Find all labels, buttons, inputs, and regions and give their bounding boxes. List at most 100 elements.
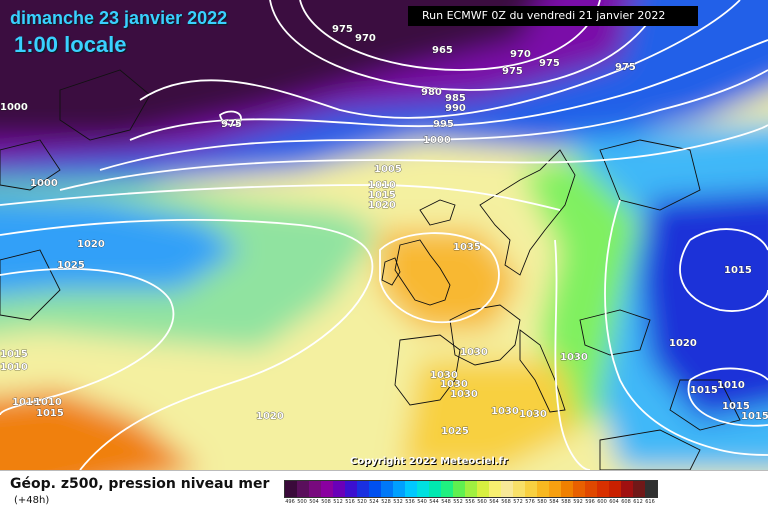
scale-label: 600	[597, 499, 607, 505]
scale-swatch	[297, 481, 309, 497]
scale-label: 500	[297, 499, 307, 505]
scale-label: 540	[417, 499, 427, 505]
color-scale	[284, 480, 658, 498]
isobar-label: 975	[615, 62, 636, 73]
scale-label: 544	[429, 499, 439, 505]
scale-label: 580	[537, 499, 547, 505]
isobar-label: 1030	[519, 409, 547, 420]
copyright: Copyright 2022 Meteociel.fr	[350, 456, 508, 467]
isobar-label: 1020	[256, 411, 284, 422]
scale-swatch	[417, 481, 429, 497]
scale-swatch	[561, 481, 573, 497]
scale-swatch	[549, 481, 561, 497]
scale-label: 532	[393, 499, 403, 505]
scale-label: 564	[489, 499, 499, 505]
isobar-label: 1030	[430, 370, 458, 381]
isobar-label: 995	[433, 119, 454, 130]
isobar-label: 1015	[724, 265, 752, 276]
scale-label: 572	[513, 499, 523, 505]
scale-swatch	[477, 481, 489, 497]
scale-swatch	[285, 481, 297, 497]
scale-swatch	[357, 481, 369, 497]
scale-swatch	[405, 481, 417, 497]
isobar-label: 1020	[669, 338, 697, 349]
isobar-label: 1030	[491, 406, 519, 417]
isobar-label: 1010	[368, 180, 396, 191]
isobar-label: 1030	[440, 379, 468, 390]
isobar-label: 1015	[368, 190, 396, 201]
isobar-label: 970	[510, 49, 531, 60]
isobar-label: 1010	[0, 362, 28, 373]
scale-label: 512	[333, 499, 343, 505]
isobar-label: 980	[421, 87, 442, 98]
legend-footer: Géop. z500, pression niveau mer (+48h) 4…	[0, 470, 768, 513]
scale-label: 516	[345, 499, 355, 505]
forecast-time: 1:00 locale	[14, 32, 127, 57]
scale-label: 592	[573, 499, 583, 505]
scale-label: 596	[585, 499, 595, 505]
isobar-label: 975	[332, 24, 353, 35]
scale-label: 528	[381, 499, 391, 505]
scale-label: 608	[621, 499, 631, 505]
isobar-label: 1000	[0, 102, 28, 113]
forecast-date: dimanche 23 janvier 2022	[10, 8, 228, 28]
isobar-labels: 975 970 965 970 975 975 975 980 985 990 …	[0, 24, 768, 438]
scale-label: 604	[609, 499, 619, 505]
scale-label: 524	[369, 499, 379, 505]
scale-label: 616	[645, 499, 655, 505]
isobar-label: 1015	[741, 411, 768, 422]
isobar-label: 970	[355, 33, 376, 44]
isobar-label: 1020	[77, 239, 105, 250]
isobar-label: 1035	[453, 242, 481, 253]
scale-swatch	[609, 481, 621, 497]
scale-swatch	[345, 481, 357, 497]
color-scale-labels: 496 500 504 508 512 516 520 524 528 532 536 540 544 5…	[284, 499, 656, 505]
scale-swatch	[525, 481, 537, 497]
isobar-label: 975	[539, 58, 560, 69]
scale-label: 536	[405, 499, 415, 505]
isobar-label: 1030	[450, 389, 478, 400]
scale-swatch	[453, 481, 465, 497]
scale-swatch	[369, 481, 381, 497]
geopotential-field	[0, 0, 768, 470]
scale-label: 508	[321, 499, 331, 505]
scale-label: 552	[453, 499, 463, 505]
legend-title: Géop. z500, pression niveau mer	[10, 476, 270, 492]
isobar-label: 1000	[30, 178, 58, 189]
isobar-label: 1005	[374, 164, 402, 175]
run-info: Run ECMWF 0Z du vendredi 21 janvier 2022	[408, 6, 698, 26]
isobar-label: 975	[502, 66, 523, 77]
scale-swatch	[573, 481, 585, 497]
scale-swatch	[429, 481, 441, 497]
isobar-label: 965	[432, 45, 453, 56]
scale-label: 520	[357, 499, 367, 505]
isobar-label: 1015	[722, 401, 750, 412]
scale-swatch	[645, 481, 657, 497]
scale-swatch	[441, 481, 453, 497]
scale-label: 612	[633, 499, 643, 505]
isobar-label: 985	[445, 93, 466, 104]
scale-swatch	[597, 481, 609, 497]
scale-label: 588	[561, 499, 571, 505]
scale-label: 548	[441, 499, 451, 505]
scale-label: 576	[525, 499, 535, 505]
scale-label: 568	[501, 499, 511, 505]
scale-swatch	[381, 481, 393, 497]
isobar-label: 1015	[690, 385, 718, 396]
isobar-label: 1025	[441, 426, 469, 437]
isobar-label: 1015	[12, 397, 40, 408]
isobar-label: 1030	[560, 352, 588, 363]
isobar-label: 1000	[423, 135, 451, 146]
scale-swatch	[513, 481, 525, 497]
scale-swatch	[321, 481, 333, 497]
scale-swatch	[621, 481, 633, 497]
scale-label: 496	[285, 499, 295, 505]
scale-swatch	[537, 481, 549, 497]
isobar-label: 1010	[34, 397, 62, 408]
isobar-label: 1030	[460, 347, 488, 358]
scale-label: 560	[477, 499, 487, 505]
isobar-label: 1010	[717, 380, 745, 391]
scale-swatch	[333, 481, 345, 497]
isobar-label: 1015	[36, 408, 64, 419]
scale-swatch	[585, 481, 597, 497]
